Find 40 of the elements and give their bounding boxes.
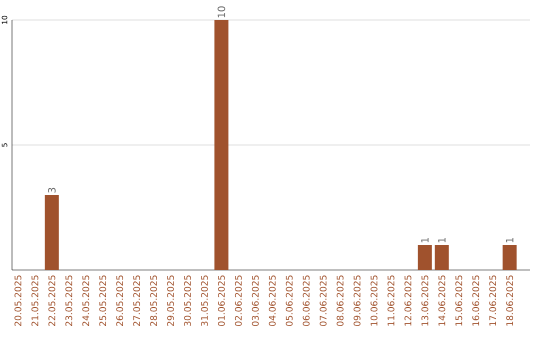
x-tick-label: 14.06.2025 <box>438 276 446 326</box>
x-tick-label: 12.06.2025 <box>404 276 412 326</box>
data-label: 1 <box>438 238 446 242</box>
x-tick-label: 15.06.2025 <box>455 276 462 326</box>
x-tick-label: 23.05.2025 <box>65 276 72 326</box>
x-tick-label: 28.05.2025 <box>150 276 158 326</box>
x-tick-label: 11.06.2025 <box>388 276 394 326</box>
x-tick-label: 16.06.2025 <box>472 276 480 326</box>
x-tick-label: 27.05.2025 <box>133 276 140 326</box>
x-tick-label: 22.05.2025 <box>48 276 56 326</box>
x-tick-label: 05.06.2025 <box>286 276 293 326</box>
x-tick-label: 26.05.2025 <box>116 276 124 326</box>
x-tick-label: 25.05.2025 <box>99 276 106 326</box>
x-tick-label: 30.05.2025 <box>184 276 191 326</box>
x-tick-label: 07.06.2025 <box>320 276 327 326</box>
x-tick-label: 13.06.2025 <box>421 276 428 326</box>
x-tick-label: 03.06.2025 <box>252 276 259 326</box>
bar <box>418 245 432 270</box>
x-tick-label: 20.05.2025 <box>14 276 22 326</box>
data-label: 3 <box>48 188 56 193</box>
data-label: 10 <box>218 6 226 18</box>
x-tick-label: 17.06.2025 <box>489 276 496 326</box>
x-tick-label: 24.05.2025 <box>82 276 90 326</box>
bar <box>434 245 449 270</box>
x-tick-label: 29.05.2025 <box>167 276 174 326</box>
bar <box>44 195 59 270</box>
x-tick-label: 06.06.2025 <box>302 276 310 326</box>
x-tick-label: 08.06.2025 <box>336 276 344 326</box>
x-tick-label: 18.06.2025 <box>506 276 514 326</box>
x-tick-label: 02.06.2025 <box>234 276 242 326</box>
data-label: 1 <box>421 238 429 242</box>
x-tick-label: 31.05.2025 <box>201 276 208 326</box>
data-label: 1 <box>506 238 514 242</box>
x-tick-label: 21.05.2025 <box>31 276 38 326</box>
bar <box>502 245 517 270</box>
bar <box>214 20 228 270</box>
x-tick-label: 01.06.2025 <box>218 276 225 326</box>
x-tick-label: 04.06.2025 <box>268 276 276 326</box>
x-tick-label: 10.06.2025 <box>370 276 378 326</box>
x-tick-label: 09.06.2025 <box>354 276 360 326</box>
